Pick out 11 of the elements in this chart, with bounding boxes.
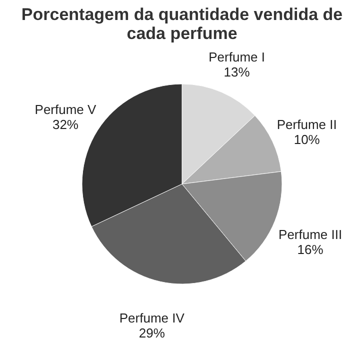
data-label: 10%: [294, 132, 320, 148]
data-label: 13%: [224, 64, 250, 80]
chart-title: Porcentagem da quantidade vendida de cada perfume: [21, 5, 343, 43]
data-label: 32%: [52, 117, 79, 132]
data-label: 16%: [297, 242, 324, 257]
slice-label: Perfume IV: [119, 310, 185, 326]
slice-label: Perfume V: [34, 102, 97, 118]
data-label: 29%: [138, 326, 166, 341]
slice-label: Perfume I: [208, 49, 265, 64]
slice-label: Perfume II: [276, 117, 337, 132]
slice-label: Perfume III: [278, 226, 342, 242]
